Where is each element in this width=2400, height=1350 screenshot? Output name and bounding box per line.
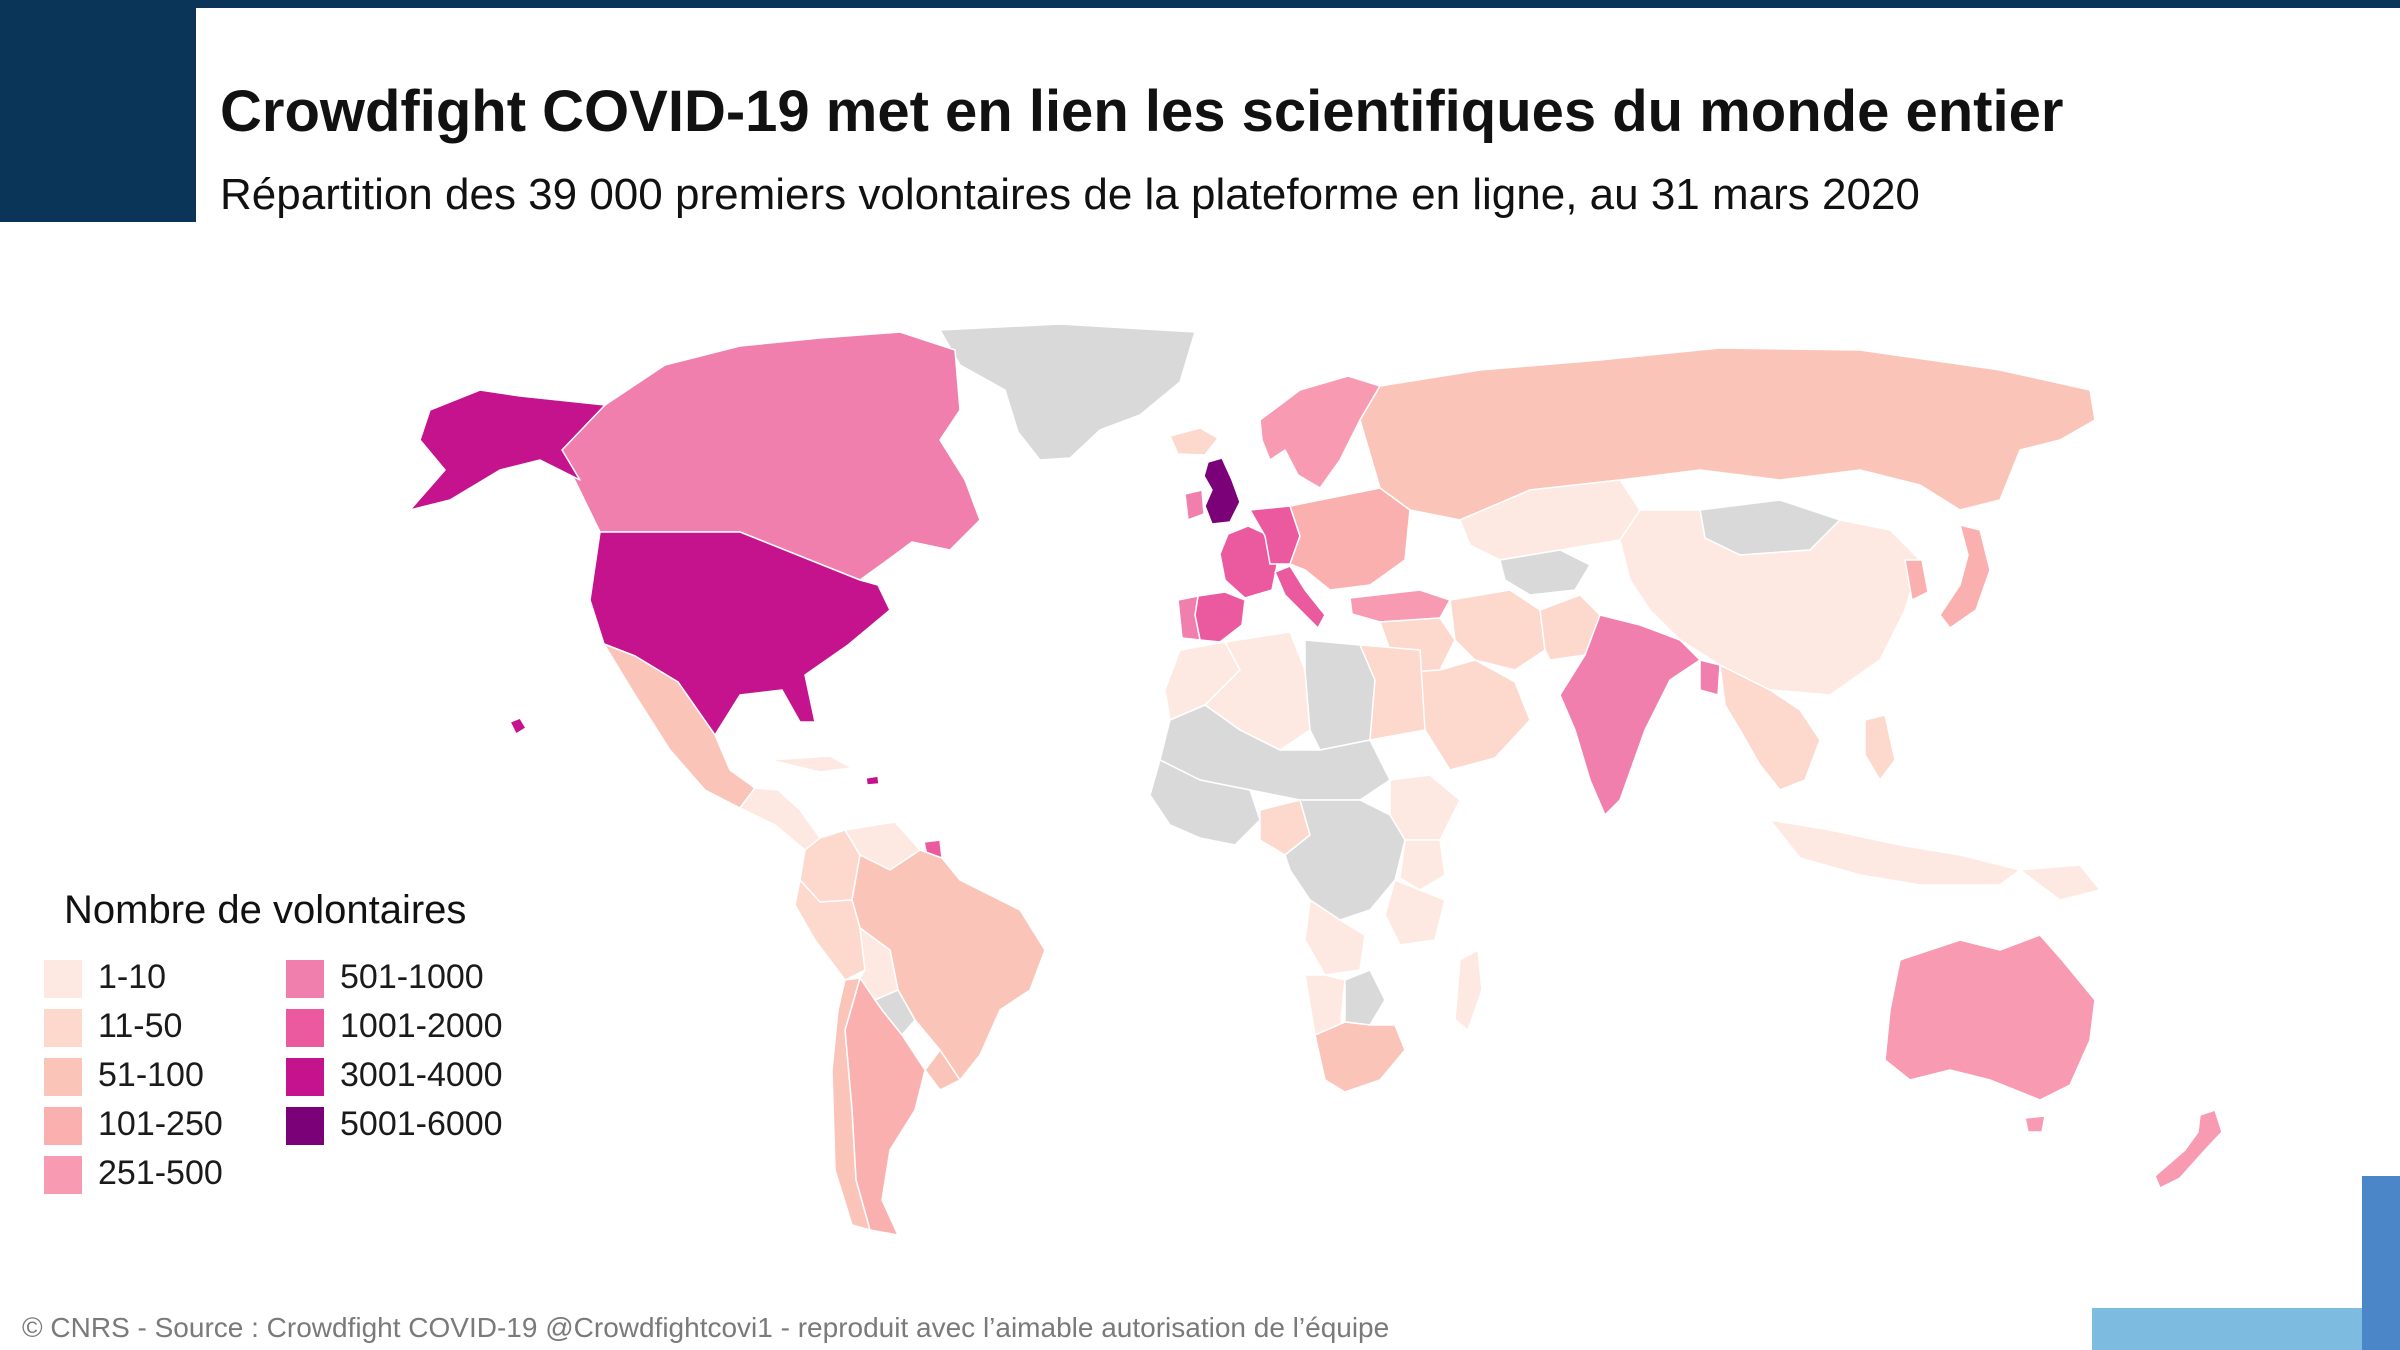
top-accent-bar <box>0 0 2400 8</box>
decorative-bar-light-blue <box>2092 1308 2368 1350</box>
region-puerto-rico <box>865 775 880 786</box>
legend-swatch <box>286 1009 324 1047</box>
legend-swatch <box>44 1156 82 1194</box>
legend-item: 3001-4000 <box>286 1056 526 1107</box>
legend-item: 101-250 <box>44 1105 284 1156</box>
legend-swatch <box>286 960 324 998</box>
region-united-kingdom <box>1203 457 1241 525</box>
region-turkey <box>1349 589 1451 623</box>
region-eastern-europe <box>1289 487 1411 591</box>
map-legend: Nombre de volontaires 1-10 11-50 51-100 … <box>42 888 562 1218</box>
legend-swatch <box>286 1058 324 1096</box>
legend-item: 501-1000 <box>286 958 526 1009</box>
region-kenya <box>1399 839 1446 891</box>
legend-column-2: 501-1000 1001-2000 3001-4000 5001-6000 <box>286 958 526 1156</box>
region-southeast-asia <box>1719 664 1821 791</box>
region-scandinavia <box>1259 375 1381 489</box>
region-uruguay <box>924 1049 961 1091</box>
region-chile <box>831 977 871 1231</box>
region-central-asia <box>1499 549 1591 596</box>
region-ireland <box>1184 489 1205 521</box>
legend-swatch <box>44 960 82 998</box>
legend-swatch <box>286 1107 324 1145</box>
region-portugal <box>1177 595 1201 641</box>
region-egypt <box>1359 644 1426 741</box>
region-west-africa <box>1149 759 1261 846</box>
legend-label: 251-500 <box>98 1154 223 1192</box>
legend-label: 101-250 <box>98 1105 223 1143</box>
region-japan <box>1939 524 1991 629</box>
region-bangladesh <box>1699 659 1721 696</box>
region-india <box>1559 614 1701 816</box>
page-title: Crowdfight COVID-19 met en lien les scie… <box>220 79 2064 144</box>
region-alaska <box>409 389 606 511</box>
region-angola <box>1304 899 1366 976</box>
legend-label: 501-1000 <box>340 958 484 996</box>
region-korea <box>1904 559 1929 601</box>
region-italy <box>1274 565 1326 629</box>
source-credit: © CNRS - Source : Crowdfight COVID-19 @C… <box>22 1312 1390 1343</box>
legend-title: Nombre de volontaires <box>64 888 467 932</box>
region-madagascar <box>1454 949 1483 1031</box>
region-france <box>1219 525 1279 599</box>
region-iceland <box>1169 427 1219 456</box>
world-choropleth-map <box>409 323 2223 1236</box>
legend-label: 5001-6000 <box>340 1105 503 1143</box>
legend-label: 3001-4000 <box>340 1056 503 1094</box>
region-russia <box>1359 347 2096 521</box>
legend-swatch <box>44 1107 82 1145</box>
region-philippines <box>1864 714 1896 781</box>
legend-item: 1-10 <box>44 958 284 1009</box>
legend-label: 1-10 <box>98 958 167 996</box>
region-ethiopia <box>1389 774 1461 841</box>
region-namibia <box>1304 974 1346 1036</box>
region-tasmania <box>2024 1115 2046 1133</box>
region-central-america <box>739 787 821 851</box>
legend-swatch <box>44 1058 82 1096</box>
legend-label: 11-50 <box>98 1007 183 1045</box>
region-tanzania <box>1384 879 1446 946</box>
region-new-zealand <box>2154 1109 2223 1189</box>
region-spain <box>1194 591 1246 643</box>
region-greenland <box>939 323 1196 461</box>
legend-swatch <box>44 1009 82 1047</box>
region-papua-new-guinea <box>2019 864 2101 901</box>
region-south-africa <box>1314 1021 1406 1093</box>
region-central-africa <box>1284 799 1406 921</box>
legend-item: 251-500 <box>44 1154 284 1205</box>
corner-accent-block <box>0 0 196 222</box>
region-indonesia <box>1769 819 2021 886</box>
decorative-bar-blue <box>2362 1176 2400 1350</box>
legend-column-1: 1-10 11-50 51-100 101-250 251-500 <box>44 958 284 1205</box>
region-botswana <box>1344 969 1386 1026</box>
region-saudi-arabia <box>1409 659 1531 771</box>
region-iran <box>1449 589 1546 671</box>
legend-label: 51-100 <box>98 1056 204 1094</box>
region-hawaii <box>509 717 527 735</box>
legend-item: 51-100 <box>44 1056 284 1107</box>
legend-item: 5001-6000 <box>286 1105 526 1156</box>
region-cuba <box>769 755 853 773</box>
legend-label: 1001-2000 <box>340 1007 503 1045</box>
region-australia <box>1884 934 2096 1101</box>
page-subtitle: Répartition des 39 000 premiers volontai… <box>220 170 1920 219</box>
legend-item: 1001-2000 <box>286 1007 526 1058</box>
legend-item: 11-50 <box>44 1007 284 1058</box>
